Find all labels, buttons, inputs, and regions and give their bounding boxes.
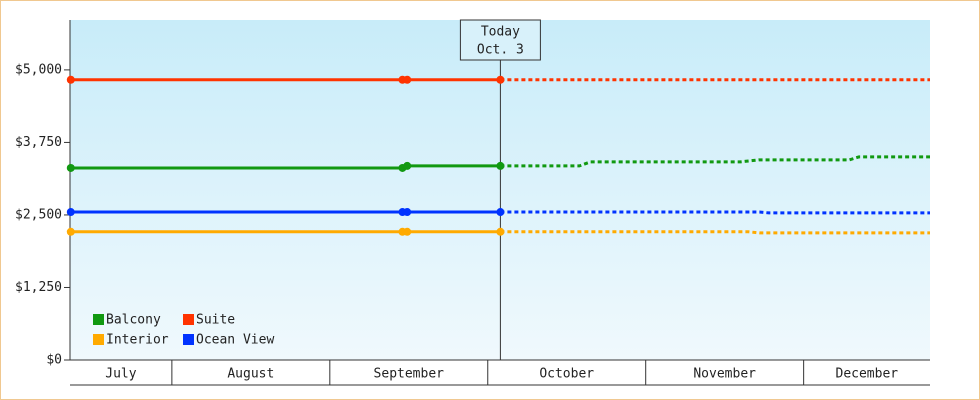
today-label: Oct. 3 <box>477 43 524 58</box>
x-tick-label: September <box>374 367 445 382</box>
forecast-line <box>500 210 930 215</box>
legend-swatch <box>93 334 104 345</box>
x-tick-label: August <box>227 367 274 382</box>
legend-swatch <box>183 334 194 345</box>
x-tick-label: July <box>105 367 136 382</box>
y-tick-label: $2,500 <box>15 207 62 222</box>
legend-label: Balcony <box>106 313 161 328</box>
today-box <box>459 19 541 61</box>
x-tick-label: November <box>693 367 756 382</box>
price-point <box>403 208 412 217</box>
legend-label: Suite <box>196 313 235 328</box>
price-point <box>403 227 412 236</box>
price-point <box>496 161 505 170</box>
y-tick-label: $1,250 <box>15 280 62 295</box>
price-point <box>496 75 505 84</box>
x-tick-label: December <box>836 367 899 382</box>
forecast-line <box>500 155 930 168</box>
y-tick-label: $5,000 <box>15 62 62 77</box>
price-point <box>496 208 505 217</box>
price-point <box>66 227 75 236</box>
legend-label: Interior <box>106 333 169 348</box>
price-point <box>496 227 505 236</box>
x-tick-label: October <box>539 367 594 382</box>
legend-swatch <box>93 314 104 325</box>
legend-swatch <box>183 314 194 325</box>
legend-label: Ocean View <box>196 333 274 348</box>
forecast-line <box>500 230 930 235</box>
y-tick-label: $3,750 <box>15 135 62 150</box>
y-tick-label: $0 <box>46 353 62 368</box>
price-point <box>66 163 75 172</box>
price-point <box>403 161 412 170</box>
today-label: Today <box>481 25 520 40</box>
price-point <box>66 75 75 84</box>
price-point <box>403 75 412 84</box>
price-point <box>66 208 75 217</box>
